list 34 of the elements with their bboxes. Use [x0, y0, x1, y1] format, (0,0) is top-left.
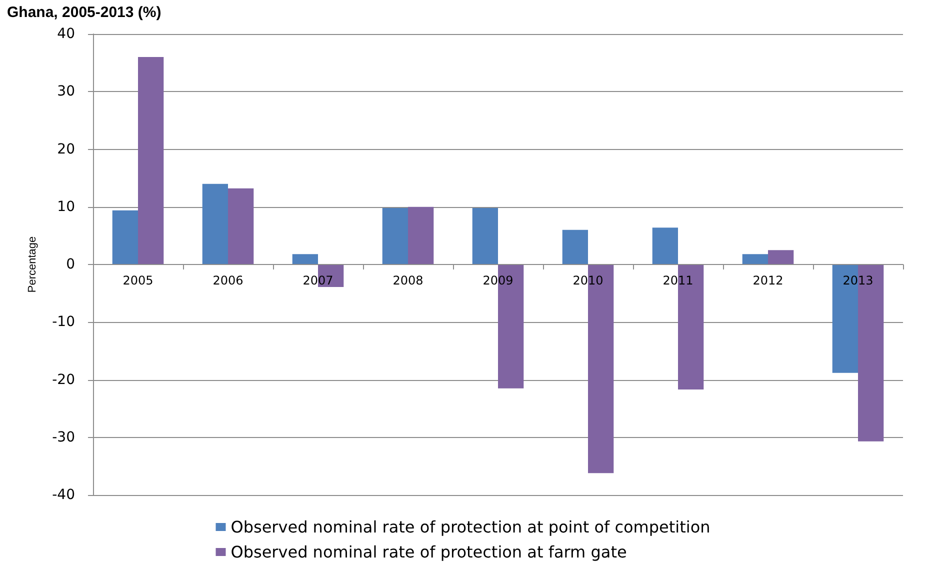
- y-tick-label: 20: [57, 141, 75, 158]
- bar: [768, 250, 794, 264]
- bar: [408, 206, 434, 264]
- y-tick-label: -30: [52, 429, 75, 446]
- bar: [292, 254, 318, 264]
- bar: [138, 57, 164, 264]
- x-tick-label: 2005: [122, 274, 154, 288]
- x-tick-label: 2009: [482, 274, 514, 288]
- y-axis-title: Percentage: [26, 236, 38, 293]
- x-tick-label: 2010: [572, 274, 604, 288]
- legend-label: Observed nominal rate of protection at point of competition: [230, 518, 710, 536]
- bar: [562, 230, 588, 264]
- x-tick-label: 2013: [842, 274, 874, 288]
- legend-label: Observed nominal rate of protection at farm gate: [230, 542, 627, 562]
- y-tick-label: 0: [66, 256, 75, 272]
- x-tick-label: 2012: [752, 274, 784, 288]
- chart-title: Ghana, 2005-2013 (%): [7, 4, 162, 21]
- bar: [228, 188, 254, 264]
- bar: [652, 228, 678, 264]
- y-tick-label: 10: [57, 198, 75, 215]
- y-tick-label: -40: [52, 487, 75, 503]
- x-tick-label: 2007: [302, 274, 334, 288]
- y-tick-label: -10: [52, 314, 75, 330]
- bar: [472, 208, 498, 264]
- x-tick-label: 2011: [662, 274, 694, 288]
- x-tick-label: 2008: [392, 274, 424, 288]
- y-tick-label: 30: [57, 84, 75, 100]
- y-tick-label: 40: [57, 26, 75, 42]
- y-tick-label: -20: [52, 372, 75, 388]
- bar: [202, 184, 228, 264]
- bar: [112, 210, 138, 264]
- bar: [382, 208, 408, 264]
- bar: [742, 254, 768, 264]
- x-tick-label: 2006: [212, 274, 244, 288]
